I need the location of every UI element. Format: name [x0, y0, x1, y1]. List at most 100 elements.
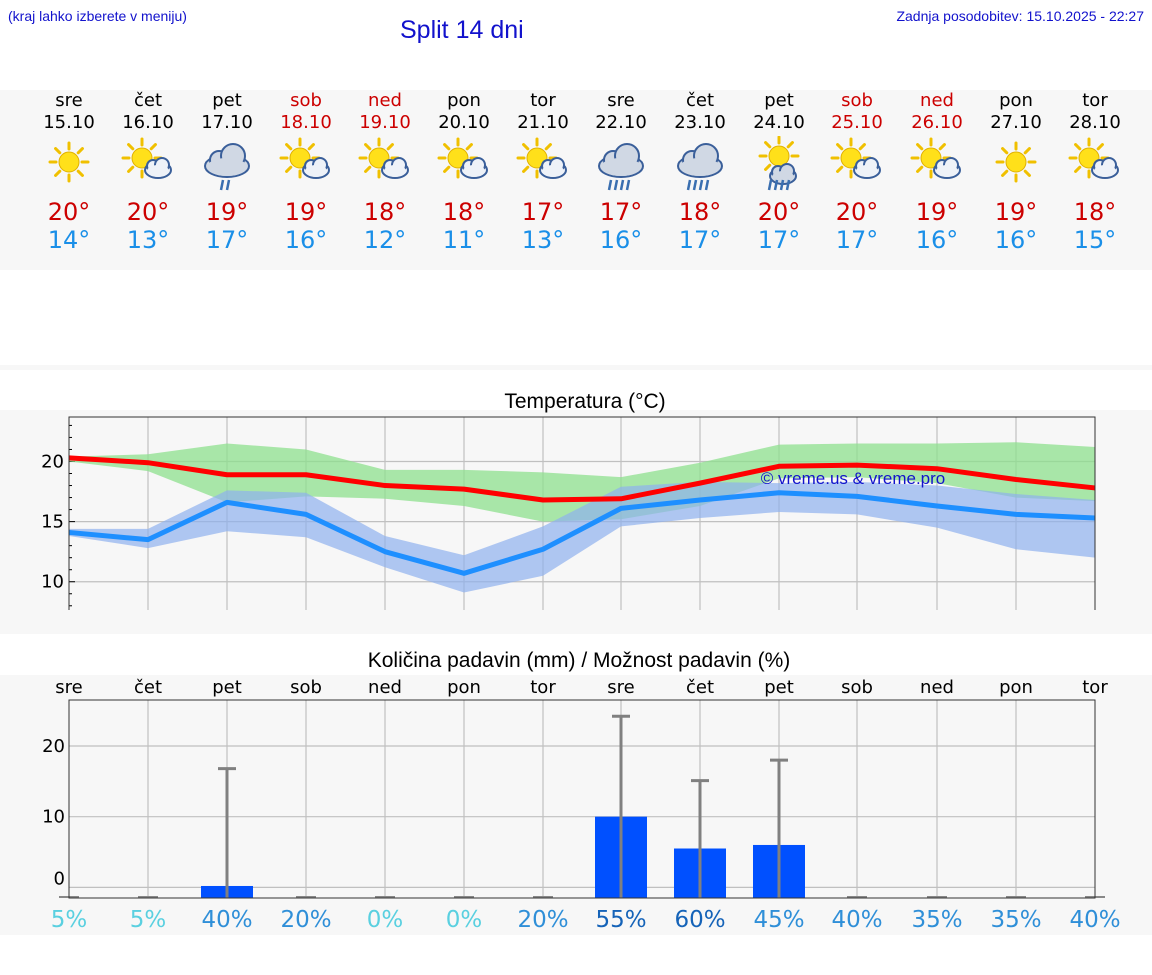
precipitation-probability: 0%	[446, 907, 483, 933]
max-temperature: 20°	[47, 198, 91, 226]
min-temperature: 17°	[678, 226, 722, 254]
separator-band	[0, 365, 1152, 370]
min-temperature: 14°	[47, 226, 91, 254]
precipitation-probability: 0%	[367, 907, 404, 933]
day-date: 26.10	[911, 112, 963, 133]
max-temperature: 20°	[126, 198, 170, 226]
max-temperature: 18°	[1073, 198, 1117, 226]
max-temperature: 20°	[757, 198, 801, 226]
temperature-chart: Temperatura (°C) 10 15 20 © vreme.us & vreme…	[41, 390, 1096, 610]
day-name: tor	[1082, 90, 1108, 111]
day-name: sob	[841, 90, 873, 111]
y-tick-label: 0	[54, 868, 65, 889]
cloud-rain-icon	[197, 136, 257, 196]
y-tick-label: 20	[42, 736, 65, 757]
cloud-heavy-rain-icon	[591, 136, 651, 196]
day-date: 23.10	[674, 112, 726, 133]
plot-frame	[68, 699, 1096, 899]
day-name: sob	[290, 90, 322, 111]
day-date: 22.10	[595, 112, 647, 133]
precipitation-probability: 20%	[280, 907, 331, 933]
precipitation-probability: 45%	[753, 907, 804, 933]
x-day-label: sob	[290, 677, 322, 698]
x-day-label: sre	[55, 677, 82, 698]
x-day-label: čet	[686, 677, 714, 698]
min-temperature: 13°	[521, 226, 565, 254]
cloud-heavy-rain-icon	[670, 136, 730, 196]
day-date: 18.10	[280, 112, 332, 133]
min-temperature: 17°	[835, 226, 879, 254]
x-day-label: sob	[841, 677, 873, 698]
x-day-label: čet	[134, 677, 162, 698]
x-day-label: tor	[1082, 677, 1108, 698]
day-date: 21.10	[517, 112, 569, 133]
max-temperature-band	[69, 442, 1095, 522]
sun-icon	[39, 136, 99, 196]
y-tick-label: 10	[42, 807, 65, 828]
day-date: 15.10	[43, 112, 95, 133]
min-temperature-band	[69, 481, 1095, 593]
x-day-label: ned	[920, 677, 954, 698]
x-day-label: sre	[607, 677, 634, 698]
min-temperature: 16°	[915, 226, 959, 254]
page-title: Split 14 dni	[400, 16, 524, 44]
precipitation-probability: 40%	[1069, 907, 1120, 933]
sun-cloud-icon	[434, 136, 494, 196]
precipitation-probability: 35%	[990, 907, 1041, 933]
sun-cloud-icon	[513, 136, 573, 196]
day-name: ned	[920, 90, 954, 111]
x-day-label: tor	[530, 677, 556, 698]
plot-area	[69, 700, 1095, 898]
forecast-band	[0, 90, 1152, 270]
day-date: 17.10	[201, 112, 253, 133]
min-temperature: 16°	[599, 226, 643, 254]
min-temperature: 15°	[1073, 226, 1117, 254]
max-temperature: 19°	[205, 198, 249, 226]
precipitation-probability: 60%	[674, 907, 725, 933]
day-name: pon	[447, 90, 481, 111]
max-temperature: 18°	[363, 198, 407, 226]
max-temperature: 18°	[678, 198, 722, 226]
precipitation-chart: Količina padavin (mm) / Možnost padavin …	[42, 649, 1120, 933]
watermark: © vreme.us & vreme.pro	[761, 469, 945, 488]
day-date: 20.10	[438, 112, 490, 133]
min-temperature: 11°	[442, 226, 486, 254]
max-temperature: 19°	[284, 198, 328, 226]
min-temperature: 13°	[126, 226, 170, 254]
max-temperature: 17°	[599, 198, 643, 226]
sun-cloud-icon	[907, 136, 967, 196]
min-temperature-line	[68, 490, 1096, 576]
chart-title: Temperatura (°C)	[504, 390, 665, 413]
y-tick-label: 20	[41, 451, 64, 472]
precipitation-probability: 55%	[595, 907, 646, 933]
precipitation-probability: 40%	[831, 907, 882, 933]
max-temperature: 17°	[521, 198, 565, 226]
max-temperature-line	[68, 455, 1096, 503]
x-day-label: ned	[368, 677, 402, 698]
chart-title: Količina padavin (mm) / Možnost padavin …	[368, 649, 791, 672]
sun-cloud-icon	[276, 136, 336, 196]
sun-cloud-icon	[827, 136, 887, 196]
day-date: 24.10	[753, 112, 805, 133]
y-tick-label: 10	[41, 572, 64, 593]
day-date: 25.10	[831, 112, 883, 133]
day-date: 16.10	[122, 112, 174, 133]
max-temperature: 19°	[994, 198, 1038, 226]
max-temperature: 19°	[915, 198, 959, 226]
x-day-label: pon	[999, 677, 1033, 698]
x-day-label: pon	[447, 677, 481, 698]
sun-cloud-icon	[355, 136, 415, 196]
min-temperature: 17°	[205, 226, 249, 254]
precipitation-probability: 40%	[201, 907, 252, 933]
max-temperature: 20°	[835, 198, 879, 226]
min-temperature: 12°	[363, 226, 407, 254]
plot-frame	[68, 416, 1096, 610]
max-temperature: 18°	[442, 198, 486, 226]
day-name: pon	[999, 90, 1033, 111]
day-date: 19.10	[359, 112, 411, 133]
day-name: ned	[368, 90, 402, 111]
day-date: 27.10	[990, 112, 1042, 133]
x-day-label: pet	[212, 677, 242, 698]
day-name: čet	[133, 90, 163, 111]
sun-cloud-icon	[1065, 136, 1125, 196]
